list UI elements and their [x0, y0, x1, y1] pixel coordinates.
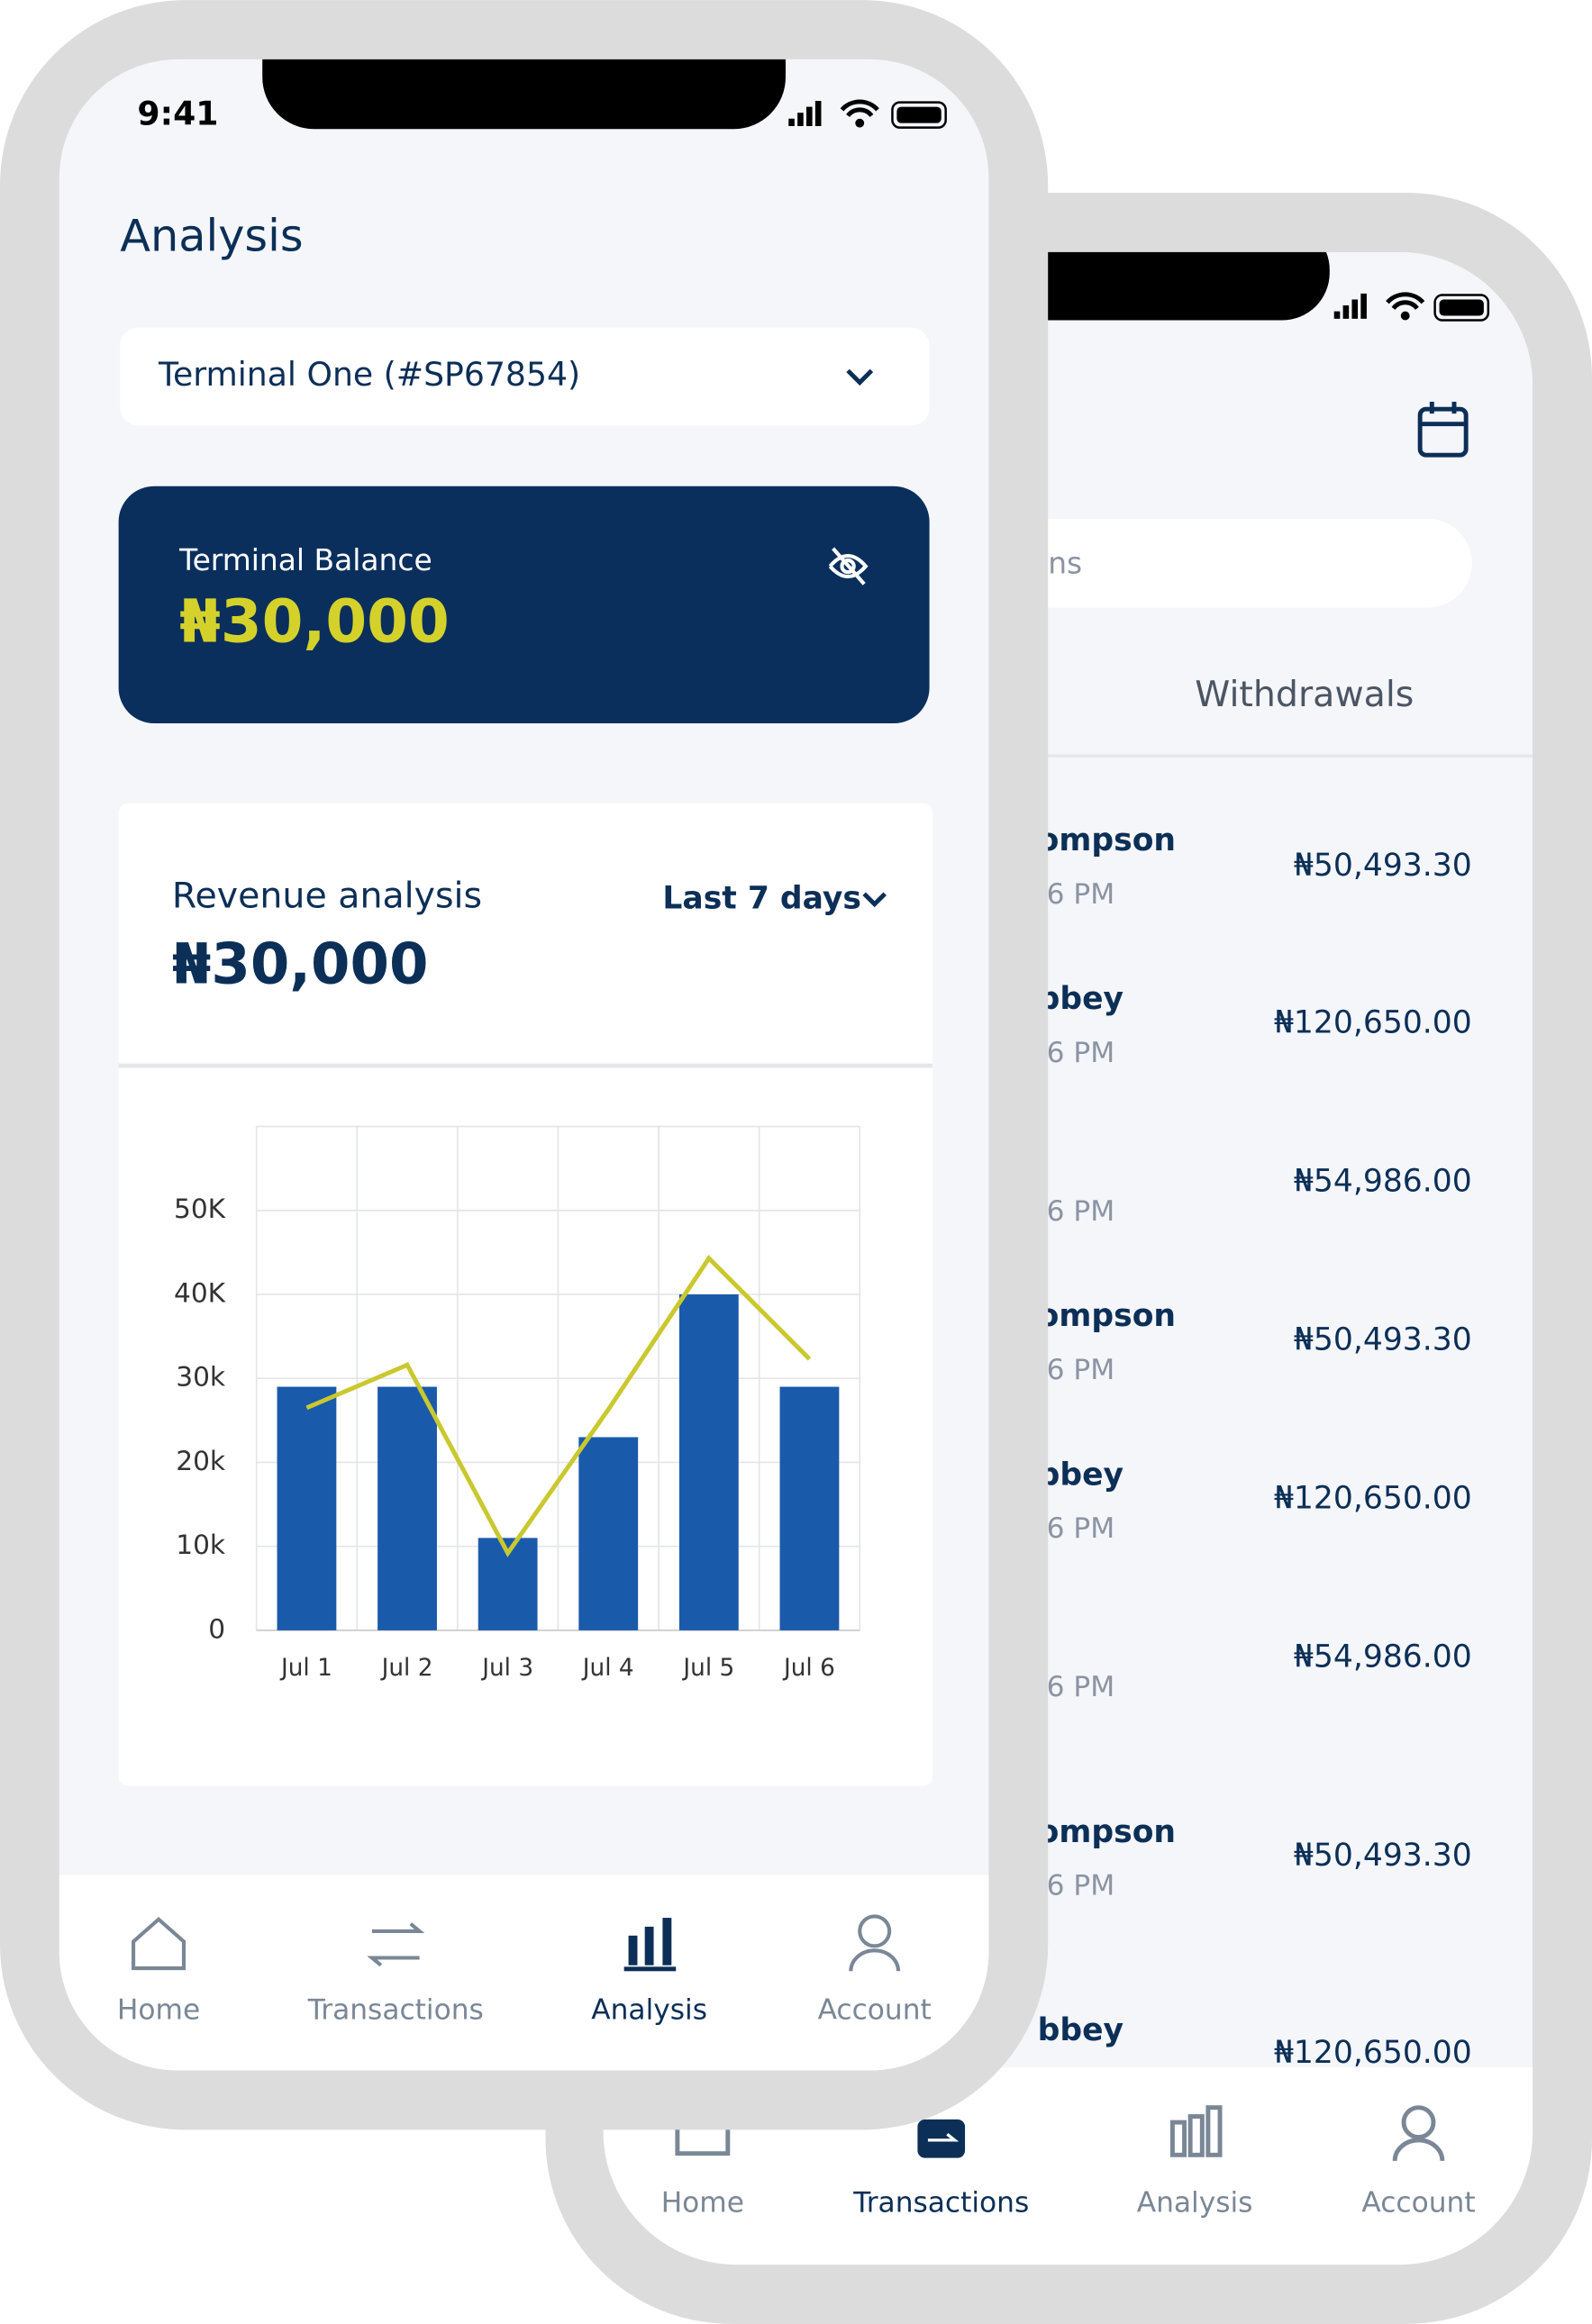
tx-amount: ₦120,650.00: [1274, 1481, 1472, 1517]
status-icons: [788, 99, 947, 129]
tx-name: bbey: [1038, 1457, 1123, 1493]
tx-amount: ₦120,650.00: [1274, 2035, 1472, 2071]
nav-icons: [675, 2105, 1445, 2162]
y-tick-label: 50K: [174, 1194, 227, 1224]
y-tick-label: 30k: [176, 1362, 226, 1393]
line: [305, 1255, 812, 1557]
tx-amount: ₦54,986.00: [1294, 1639, 1472, 1675]
notch: [262, 59, 786, 130]
balance-card: [118, 486, 930, 724]
bar: [779, 1386, 840, 1630]
tx-amount: ₦54,986.00: [1294, 1164, 1472, 1200]
tab-label[interactable]: Withdrawals: [1195, 674, 1414, 715]
chevron: [862, 892, 887, 908]
status-time: 9:41: [137, 94, 218, 132]
tx-amount: ₦120,650.00: [1274, 1004, 1472, 1040]
balance-amount: ₦30,000: [179, 586, 450, 656]
bar: [678, 1294, 739, 1630]
x-tick-label: Jul 4: [581, 1655, 634, 1682]
search-placeholder: ns: [1048, 545, 1082, 580]
tx-time: .6 PM: [1038, 1037, 1115, 1069]
y-tick-label: 40K: [174, 1277, 227, 1308]
tx-time: .6 PM: [1038, 1354, 1115, 1386]
nav-label[interactable]: Analysis: [591, 1994, 707, 2027]
x-tick-label: Jul 3: [480, 1655, 533, 1682]
x-tick-label: Jul 5: [681, 1655, 734, 1682]
tx-amount: ₦50,493.30: [1294, 848, 1472, 884]
hide-balance-icon[interactable]: [828, 547, 869, 586]
y-tick-label: 20k: [176, 1446, 226, 1476]
tx-name: bbey: [1038, 2012, 1123, 2048]
tx-time: .6 PM: [1038, 1870, 1115, 1902]
tx-name: ompson: [1038, 1298, 1176, 1334]
tx-time: .6 PM: [1038, 1512, 1115, 1545]
tx-time: .6 PM: [1038, 878, 1115, 911]
transaction-list: ompson .6 PM ₦50,493.30 bbey .6 PM ₦120,650.0…: [1038, 822, 1472, 2071]
calendar-icon[interactable]: [1417, 401, 1469, 458]
balance-label: Terminal Balance: [178, 542, 432, 577]
period-select[interactable]: Last 7 days: [662, 880, 861, 916]
search-box[interactable]: [1007, 518, 1472, 608]
tx-time: .6 PM: [1038, 1671, 1115, 1703]
nav-label[interactable]: Account: [1361, 2187, 1475, 2220]
x-tick-label: Jul 1: [279, 1655, 332, 1682]
nav-label[interactable]: Transactions: [307, 1994, 484, 2027]
tx-amount: ₦50,493.30: [1294, 1322, 1472, 1358]
x-tick-label: Jul 6: [782, 1655, 835, 1682]
terminal-select[interactable]: [120, 327, 930, 426]
revenue-label: Revenue analysis: [172, 876, 482, 917]
bar: [578, 1437, 639, 1630]
x-tick-label: Jul 2: [380, 1655, 433, 1682]
terminal-select-text: Terminal One (#SP67854): [158, 355, 580, 394]
y-tick-label: 0: [208, 1613, 225, 1644]
bottom-nav: [59, 1875, 989, 2071]
tx-name: bbey: [1038, 981, 1123, 1017]
nav-label[interactable]: Home: [661, 2187, 744, 2220]
bar: [277, 1386, 337, 1630]
revenue-chart: 0 10k 20k 30k 40K 50K Jul 1 Jul 2 Jul 3 Jul 4 Jul …: [174, 1125, 861, 1682]
nav-label[interactable]: Transactions: [852, 2187, 1029, 2220]
nav-icons: [132, 1914, 901, 1972]
nav-label[interactable]: Home: [117, 1994, 200, 2027]
page-title: Analysis: [120, 210, 303, 262]
status-icons: [1333, 292, 1490, 322]
chevron: [846, 368, 874, 386]
nav-label[interactable]: Account: [818, 1994, 932, 2027]
tx-name: ompson: [1038, 822, 1176, 858]
tx-amount: ₦50,493.30: [1294, 1838, 1472, 1874]
revenue-amount: ₦30,000: [172, 931, 429, 997]
nav-label[interactable]: Analysis: [1137, 2187, 1253, 2220]
tx-name: ompson: [1038, 1814, 1176, 1850]
front-phone: 9:41 Analysis Terminal One (#SP67854) Te…: [0, 0, 1049, 2130]
y-tick-label: 10k: [176, 1530, 226, 1560]
tx-time: .6 PM: [1038, 1195, 1115, 1228]
bar: [378, 1386, 437, 1630]
